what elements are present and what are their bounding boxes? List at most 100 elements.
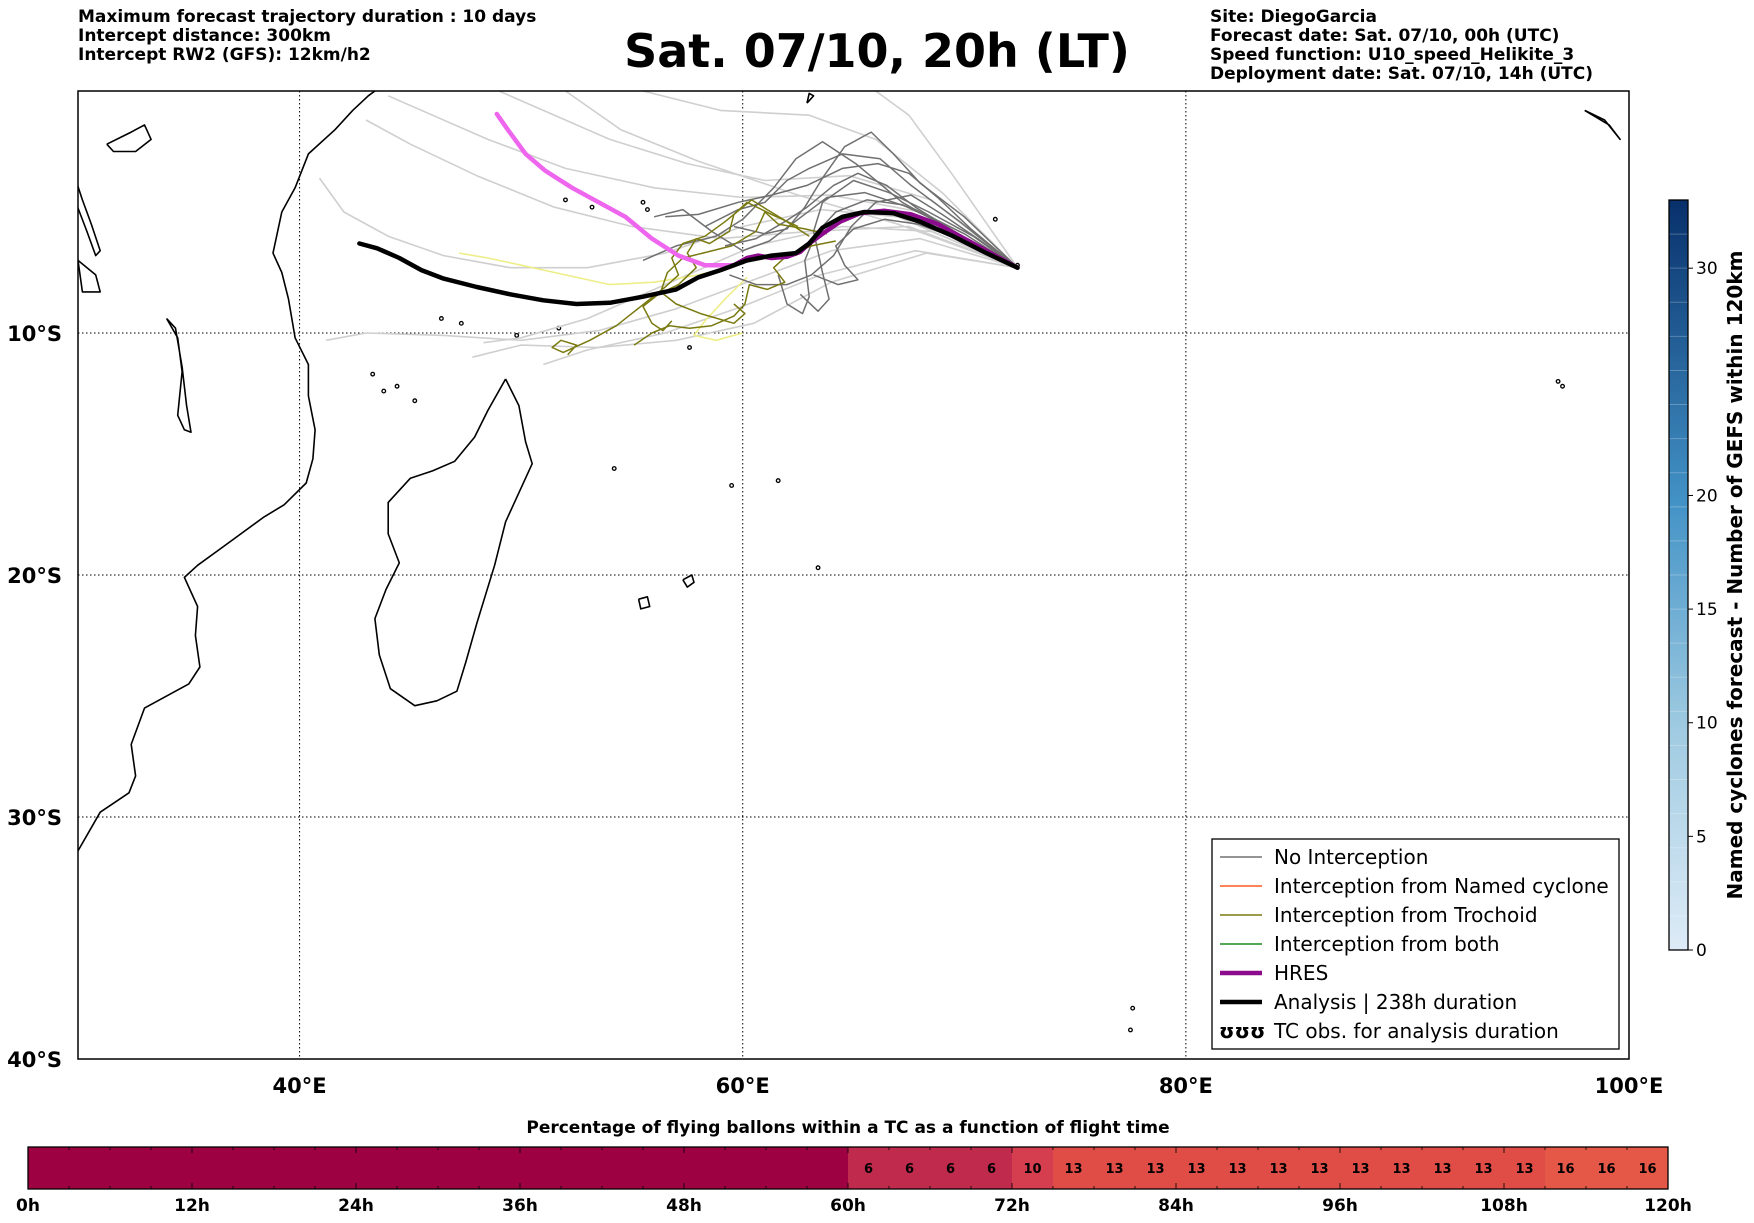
yellow-trajectory-0 [458,252,730,286]
island-8 [1555,378,1561,384]
heatbar-tick-label-120: 120h [1644,1196,1692,1216]
chart-title: Sat. 07/10, 20h (LT) [624,24,1130,78]
x-tick-label-60: 60°E [716,1074,770,1098]
heatbar-tick-label-24: 24h [338,1196,374,1216]
heatbar-cell [1299,1147,1340,1189]
header-right-line-1: Site: DiegoGarcia [1210,7,1377,27]
light-trajectory-0 [387,95,1018,269]
coastline-2 [165,317,192,434]
yellow-trajectory-1 [693,276,748,342]
y-tick-label-40: 40°S [7,1048,62,1072]
heatbar-cell [1012,1147,1053,1189]
heatbar-value: 13 [1064,1162,1082,1177]
heatbar-cell [889,1147,930,1189]
island-20 [563,197,568,203]
coastline-5 [682,574,695,588]
heatbar-value: 13 [1187,1162,1205,1177]
colorbar-fill [1669,200,1688,950]
heatbar-cell [1422,1147,1463,1189]
colorbar-tick-label-15: 15 [1696,600,1718,620]
heatbar-value: 6 [987,1162,996,1177]
island-10 [1128,1027,1133,1033]
colorbar-label: Named cyclones forecast - Number of GEFS… [1723,251,1747,900]
heatbar-tick-label-12: 12h [174,1196,210,1216]
heatbar-cell [1053,1147,1094,1189]
legend-label-3: Interception from both [1274,932,1500,956]
island-3 [381,388,387,394]
header-right-line-3: Speed function: U10_speed_Helikite_3 [1210,45,1575,65]
y-tick-label-10: 10°S [7,322,62,346]
y-tick-label-20: 20°S [7,564,62,588]
colorbar-frame [1668,199,1689,951]
coastline-3 [78,184,101,257]
island-1 [394,383,400,389]
heatbar-value: 13 [1105,1162,1123,1177]
coastline-4 [106,124,152,153]
no-interception-trajectory-7 [729,194,1018,286]
heatbar-tick-label-60: 60h [830,1196,866,1216]
island-15 [514,332,520,338]
heatbar-value: 13 [1146,1162,1164,1177]
heatbar-value: 13 [1269,1162,1287,1177]
header-left-line-1: Maximum forecast trajectory duration : 1… [78,7,537,27]
heatbar-value: 13 [1474,1162,1492,1177]
island-14 [644,207,650,213]
colorbar-tick-label-0: 0 [1696,941,1707,961]
header-right-line-2: Forecast date: Sat. 07/10, 00h (UTC) [1210,26,1560,46]
legend-label-0: No Interception [1274,845,1428,869]
colorbar: 0 5 10 15 20 30 Named cyclones forecast - Numb… [1668,199,1747,961]
trochoid-trajectory-3 [642,201,799,332]
header-left-line-2: Intercept distance: 300km [78,26,331,46]
heatbar-cell [1627,1147,1668,1189]
light-trajectory-1 [498,91,1018,269]
legend-label-6: TC obs. for analysis duration [1273,1019,1559,1043]
heatbar-value: 13 [1515,1162,1533,1177]
heatbar-tick-label-48: 48h [666,1196,702,1216]
coastline-6 [637,595,651,610]
legend-box [1211,838,1620,1050]
map-content [78,91,1629,1059]
heatbar-value: 13 [1433,1162,1451,1177]
y-tick-label-30: 30°S [7,806,62,830]
heatbar-cell [971,1147,1012,1189]
light-trajectory-6 [472,252,1018,358]
header-left-line-3: Intercept RW2 (GFS): 12km/h2 [78,45,371,65]
colorbar-tick-label-10: 10 [1696,714,1718,734]
legend-cyclone-symbol: ʊʊʊ [1219,1019,1265,1043]
hres-track-extension [494,111,737,268]
island-9 [1130,1005,1136,1011]
heatbar-tick-label-96: 96h [1322,1196,1358,1216]
colorbar-tick-label-20: 20 [1696,486,1718,506]
island-4 [640,199,646,205]
analysis-track [357,209,1020,307]
legend: No Interception Interception from Named c… [1211,838,1620,1050]
legend-label-2: Interception from Trochoid [1274,903,1538,927]
island-19 [815,565,821,571]
legend-label-5: Analysis | 238h duration [1274,990,1517,1014]
heatbar-value: 6 [905,1162,914,1177]
header-left: Maximum forecast trajectory duration : 1… [78,8,536,65]
heatbar-cell [1258,1147,1299,1189]
heatbar-cell [1545,1147,1586,1189]
no-interception-trajectory-8 [665,162,1018,269]
island-11 [992,216,998,222]
coastline-8 [1584,109,1621,141]
light-trajectory-7 [642,91,1019,269]
island-0 [370,371,376,377]
coastline-0 [78,91,376,852]
heatbar-cell [1340,1147,1381,1189]
heatbar-tick-label-0: 0h [16,1196,40,1216]
heatbar-value: 13 [1351,1162,1369,1177]
coastline-1 [374,378,534,707]
heatbar-cell [1217,1147,1258,1189]
flight-time-heatbar: Percentage of flying ballons within a TC… [16,1118,1692,1216]
heatbar-value: 16 [1597,1162,1615,1177]
header-right-line-4: Deployment date: Sat. 07/10, 14h (UTC) [1210,64,1594,84]
heatbar-value: 10 [1023,1162,1041,1177]
header-right: Site: DiegoGarcia Forecast date: Sat. 07… [1210,8,1593,84]
coastline-7 [806,92,815,104]
heatbar-value: 13 [1392,1162,1410,1177]
heatbar-value: 16 [1638,1162,1656,1177]
heatbar-cell [1463,1147,1504,1189]
